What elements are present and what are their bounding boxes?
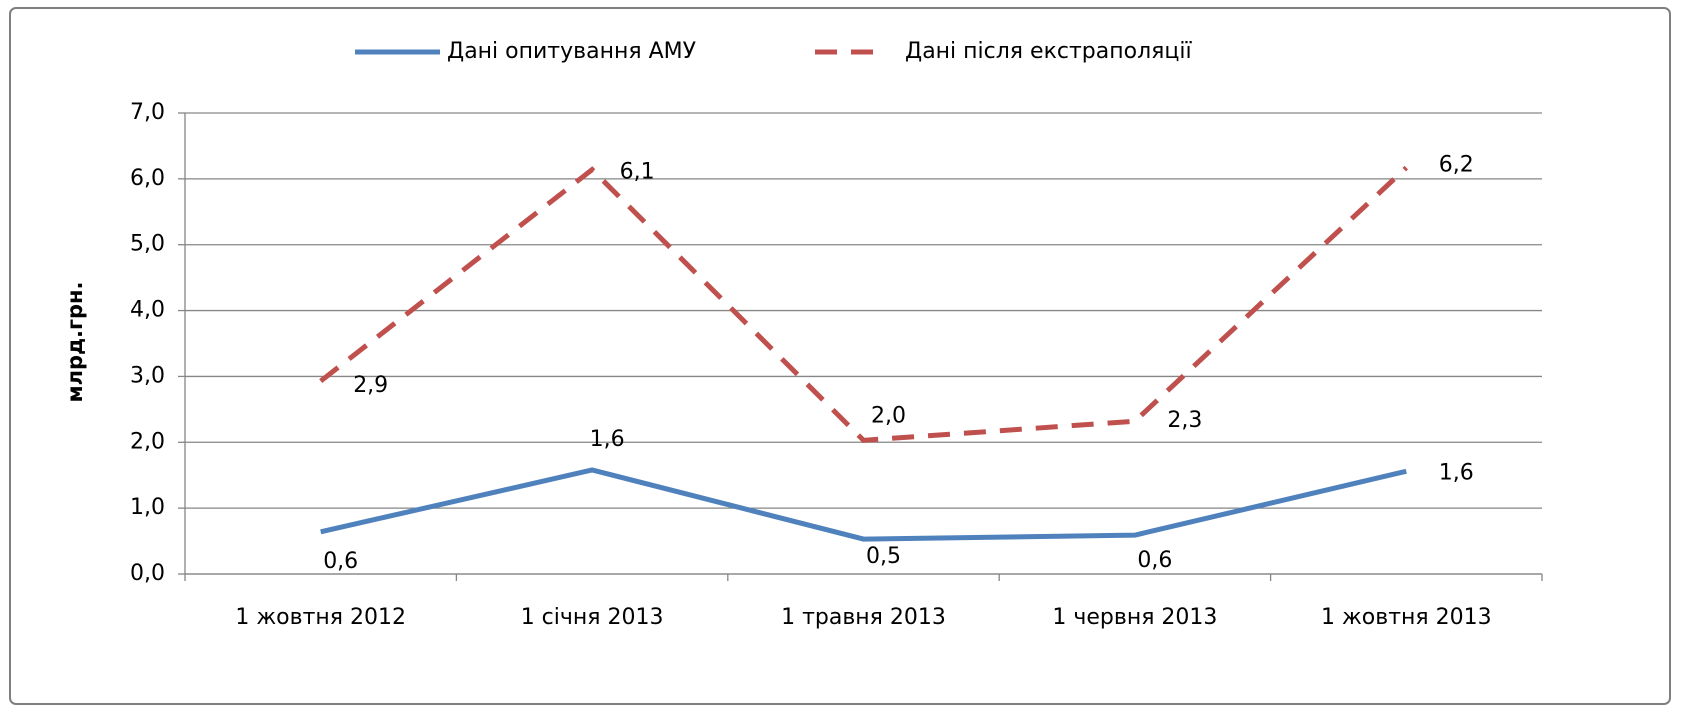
y-tick-label: 6,0	[130, 166, 165, 191]
y-tick-label: 7,0	[130, 100, 165, 125]
series-line	[320, 467, 1407, 542]
y-tick-label: 5,0	[130, 232, 165, 257]
y-tick-label: 2,0	[130, 429, 165, 454]
x-tick-label: 1 червня 2013	[1052, 605, 1217, 630]
y-axis-label: млрд.грн.	[63, 281, 87, 402]
x-tick-label: 1 січня 2013	[521, 605, 664, 630]
data-label: 0,6	[323, 549, 358, 574]
x-tick-label: 1 жовтня 2012	[235, 605, 406, 630]
data-label: 6,1	[620, 160, 655, 185]
data-label: 2,3	[1167, 408, 1202, 433]
data-label: 1,6	[590, 427, 625, 452]
y-tick-label: 1,0	[130, 495, 165, 520]
y-tick-label: 3,0	[130, 363, 165, 388]
data-label: 0,5	[866, 544, 901, 569]
data-label: 2,9	[353, 373, 388, 398]
legend-label: Дані опитування АМУ	[447, 39, 697, 64]
chart-frame	[9, 7, 1671, 705]
data-label: 1,6	[1439, 460, 1474, 485]
data-label: 6,2	[1439, 153, 1474, 178]
x-tick-label: 1 травня 2013	[781, 605, 946, 630]
data-label: 2,0	[871, 403, 906, 428]
series-line	[319, 165, 1409, 443]
y-tick-label: 4,0	[130, 298, 165, 323]
y-tick-label: 0,0	[130, 561, 165, 586]
x-tick-label: 1 жовтня 2013	[1321, 605, 1492, 630]
data-label: 0,6	[1137, 548, 1172, 573]
legend-label: Дані після екстраполяції	[905, 39, 1192, 64]
